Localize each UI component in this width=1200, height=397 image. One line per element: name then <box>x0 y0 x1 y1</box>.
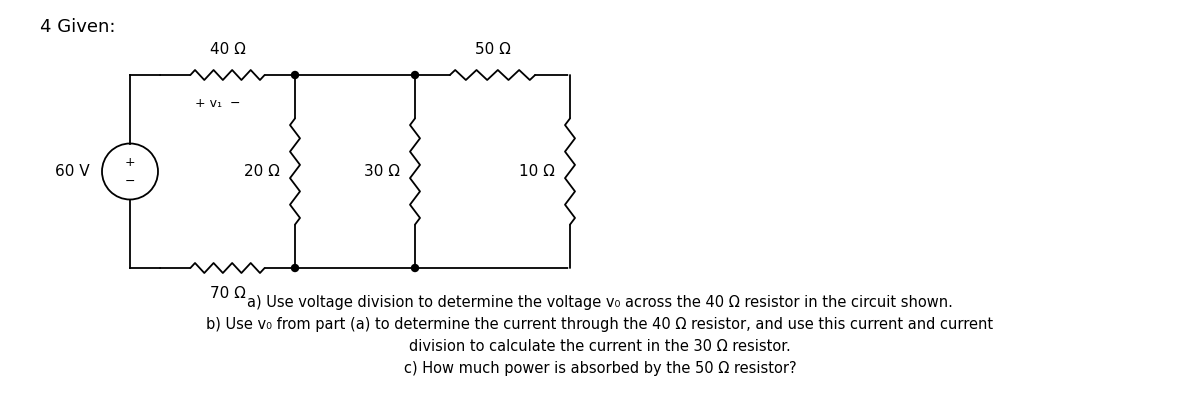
Text: 10 Ω: 10 Ω <box>520 164 554 179</box>
Text: a) Use voltage division to determine the voltage v₀ across the 40 Ω resistor in : a) Use voltage division to determine the… <box>247 295 953 310</box>
Text: 70 Ω: 70 Ω <box>210 286 246 301</box>
Circle shape <box>292 264 299 272</box>
Text: c) How much power is absorbed by the 50 Ω resistor?: c) How much power is absorbed by the 50 … <box>403 361 797 376</box>
Text: −: − <box>125 175 136 188</box>
Text: b) Use v₀ from part (a) to determine the current through the 40 Ω resistor, and : b) Use v₀ from part (a) to determine the… <box>206 317 994 332</box>
Circle shape <box>412 264 419 272</box>
Text: 4 Given:: 4 Given: <box>40 18 115 36</box>
Text: + v₁  −: + v₁ − <box>194 97 240 110</box>
Circle shape <box>292 71 299 79</box>
Text: division to calculate the current in the 30 Ω resistor.: division to calculate the current in the… <box>409 339 791 354</box>
Text: 20 Ω: 20 Ω <box>244 164 280 179</box>
Text: +: + <box>125 156 136 169</box>
Text: 60 V: 60 V <box>55 164 90 179</box>
Circle shape <box>412 71 419 79</box>
Text: 40 Ω: 40 Ω <box>210 42 246 57</box>
Text: 30 Ω: 30 Ω <box>364 164 400 179</box>
Text: 50 Ω: 50 Ω <box>474 42 510 57</box>
